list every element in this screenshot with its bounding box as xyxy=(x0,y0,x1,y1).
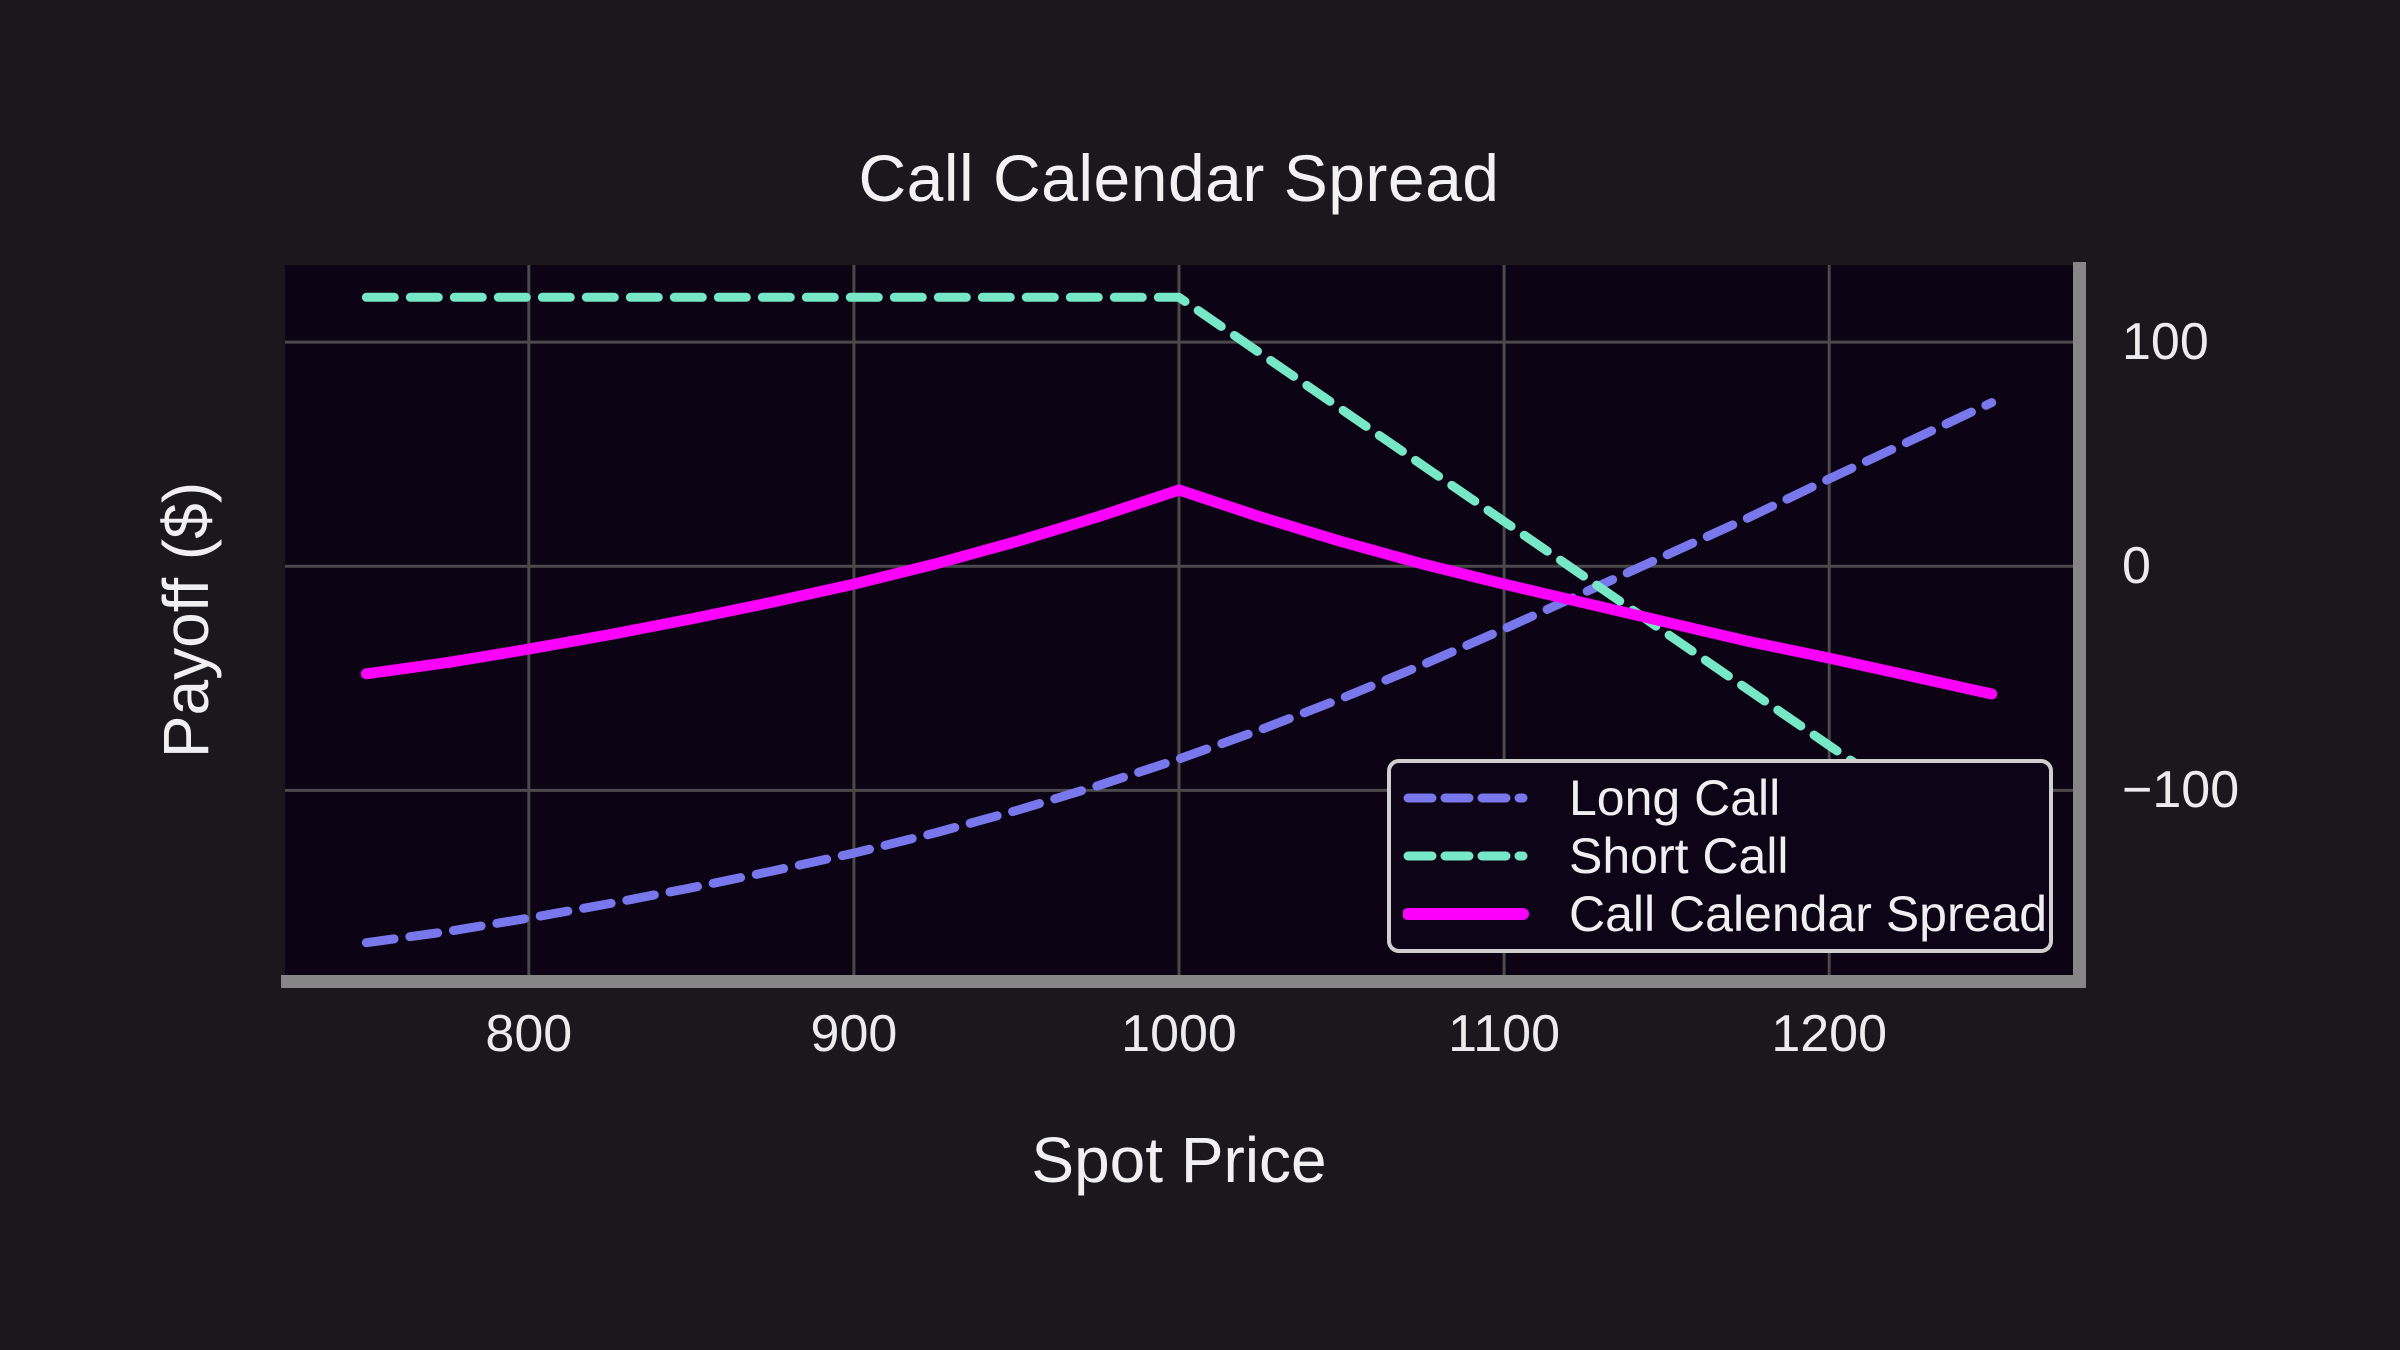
series-line-long-call xyxy=(361,398,1997,948)
series-line-call-calendar-spread xyxy=(360,484,1998,700)
legend: Long Call Short Call Call Calendar Sprea… xyxy=(1387,759,2053,953)
series-line-short-call xyxy=(361,292,1997,863)
y-tick-label-0: 0 xyxy=(2122,537,2151,596)
y-tick-label--100: −100 xyxy=(2122,761,2240,820)
axis-spine-bottom xyxy=(281,975,2086,988)
x-tick-label-900: 900 xyxy=(810,1005,898,1063)
axis-spine-right xyxy=(2073,262,2086,988)
legend-label: Call Calendar Spread xyxy=(1569,886,2048,942)
x-axis-label: Spot Price xyxy=(1031,1124,1327,1196)
x-tick-label-1100: 1100 xyxy=(1448,1005,1560,1063)
x-tick-label-800: 800 xyxy=(485,1005,573,1063)
y-tick-label-100: 100 xyxy=(2122,313,2209,372)
legend-item-short-call: Short Call xyxy=(1401,827,2039,885)
x-tick-label-1200: 1200 xyxy=(1771,1005,1888,1063)
legend-swatch-solid-line-icon xyxy=(1403,908,1529,920)
x-tick-label-1000: 1000 xyxy=(1121,1005,1237,1063)
legend-label: Short Call xyxy=(1569,828,1789,884)
plot-area xyxy=(285,265,2073,975)
legend-swatch-dashed-line-icon xyxy=(1403,793,1528,803)
legend-item-long-call: Long Call xyxy=(1401,769,2039,827)
legend-swatch-dashed-line-icon xyxy=(1403,851,1528,861)
legend-item-call-calendar-spread: Call Calendar Spread xyxy=(1401,885,2047,943)
chart-title: Call Calendar Spread xyxy=(858,141,1500,215)
plot-canvas xyxy=(285,265,2073,975)
legend-label: Long Call xyxy=(1569,770,1781,826)
y-axis-label: Payoff ($) xyxy=(150,481,222,759)
